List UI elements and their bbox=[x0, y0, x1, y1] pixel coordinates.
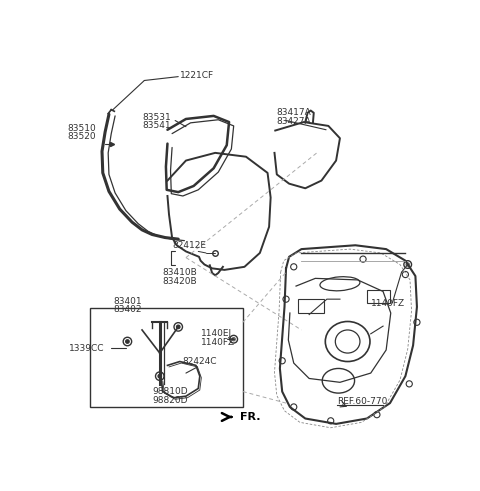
Circle shape bbox=[232, 338, 235, 341]
Text: FR.: FR. bbox=[240, 412, 260, 422]
Circle shape bbox=[177, 325, 180, 328]
Text: 83541: 83541 bbox=[142, 121, 171, 131]
Text: 82424C: 82424C bbox=[183, 357, 217, 366]
Ellipse shape bbox=[336, 330, 360, 353]
Text: 1339CC: 1339CC bbox=[69, 344, 105, 353]
Text: 83410B: 83410B bbox=[163, 269, 198, 277]
Text: REF.60-770: REF.60-770 bbox=[337, 397, 387, 406]
Bar bbox=[299, 299, 324, 313]
Ellipse shape bbox=[322, 368, 355, 393]
Text: 98810D: 98810D bbox=[152, 387, 188, 396]
Text: 1140EJ: 1140EJ bbox=[201, 329, 232, 338]
Text: 98820D: 98820D bbox=[152, 396, 188, 405]
Ellipse shape bbox=[320, 277, 360, 291]
Ellipse shape bbox=[325, 322, 370, 361]
Text: 83531: 83531 bbox=[142, 113, 171, 122]
Text: 83401: 83401 bbox=[114, 297, 142, 306]
Text: 83427A: 83427A bbox=[277, 117, 312, 126]
Text: 83420B: 83420B bbox=[163, 277, 197, 286]
Text: 1140FZ: 1140FZ bbox=[371, 299, 405, 307]
Text: 83402: 83402 bbox=[114, 305, 142, 314]
Circle shape bbox=[406, 263, 409, 266]
Text: 1221CF: 1221CF bbox=[180, 71, 214, 81]
Text: 83417A: 83417A bbox=[277, 109, 312, 117]
Bar bbox=[90, 308, 243, 407]
Bar bbox=[367, 290, 390, 303]
Circle shape bbox=[158, 375, 161, 378]
Circle shape bbox=[126, 340, 129, 343]
Text: 83510: 83510 bbox=[67, 124, 96, 133]
Text: 83520: 83520 bbox=[67, 132, 96, 141]
Text: 1140FZ: 1140FZ bbox=[201, 338, 236, 347]
Text: 82412E: 82412E bbox=[173, 241, 207, 250]
